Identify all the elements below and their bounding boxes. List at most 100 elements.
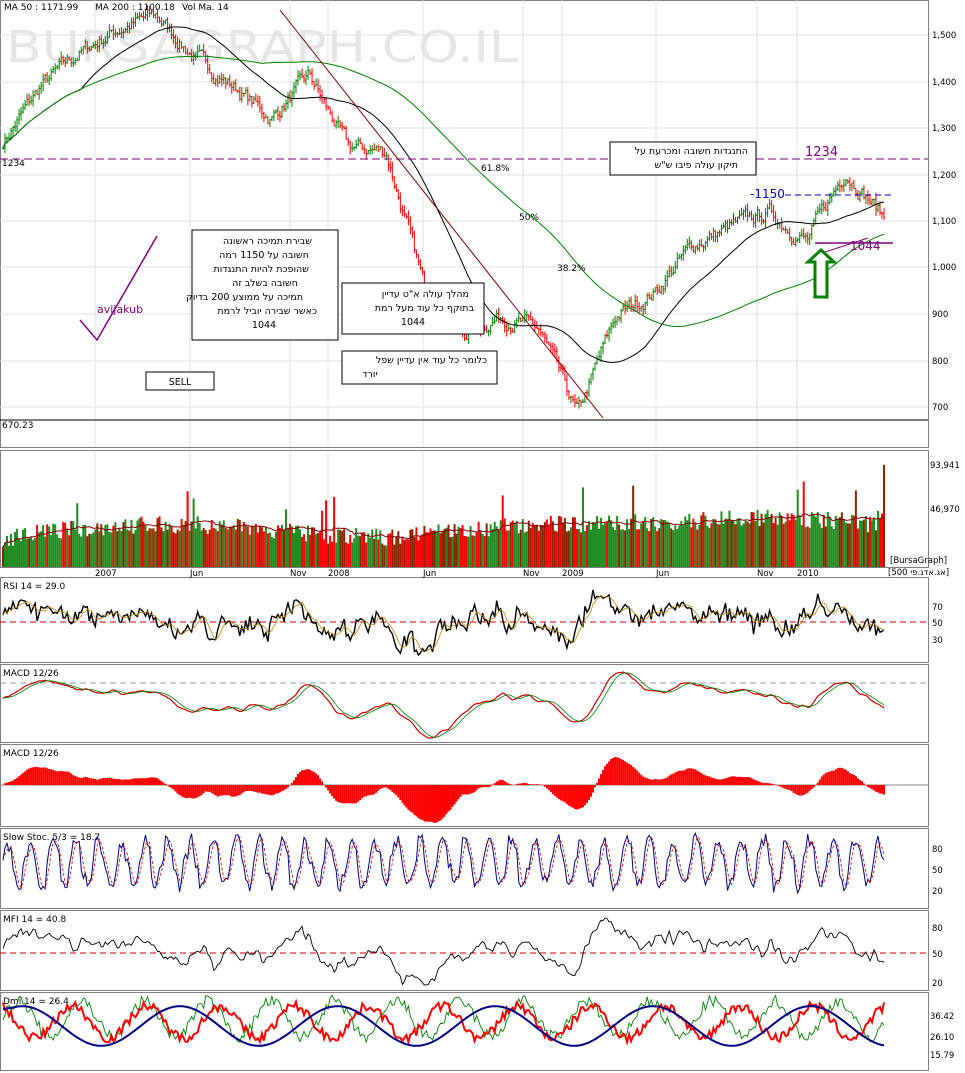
volume-bar <box>130 519 133 567</box>
macd-hist-bar <box>788 785 791 791</box>
price-bar <box>64 56 67 68</box>
volume-bar <box>262 531 265 567</box>
price-bar <box>397 189 400 201</box>
price-bar <box>660 285 663 295</box>
macd-hist-bar <box>299 771 302 785</box>
price-bar <box>373 143 376 151</box>
price-bar <box>794 236 797 247</box>
price-bar <box>592 367 595 381</box>
volume-bar <box>788 520 791 567</box>
volume-bar <box>174 533 177 567</box>
volume-bar <box>178 530 181 567</box>
price-bar <box>136 13 139 20</box>
volume-bar <box>541 525 544 567</box>
price-bar <box>44 73 47 83</box>
macd-hist-bar <box>509 784 512 785</box>
volume-bar <box>266 533 269 567</box>
volume-bar <box>491 529 494 567</box>
price-bar <box>732 212 735 226</box>
price-bar <box>204 50 207 64</box>
volume-bar <box>248 534 251 567</box>
volume-bar <box>254 523 257 567</box>
volume-bar <box>260 527 263 567</box>
price-bar <box>284 99 287 112</box>
note-line: יורד <box>362 369 377 380</box>
macd-hist-bar <box>706 776 709 785</box>
macd-hist-bar <box>507 783 510 785</box>
macd-hist-bar <box>800 785 803 796</box>
volume-bar <box>52 523 55 567</box>
macd-hist-bar <box>866 785 869 788</box>
macd-hist-bar <box>760 782 763 785</box>
volume-bar <box>6 535 9 567</box>
macd-hist-bar <box>68 772 71 785</box>
dmi-tick: 26.10 <box>930 1033 954 1043</box>
macd-hist-bar <box>596 782 599 785</box>
volume-bar <box>142 521 145 567</box>
volume-bar <box>505 530 508 567</box>
ma200-line <box>2 55 885 327</box>
macd-hist-bar <box>411 785 414 813</box>
volume-bar <box>569 527 572 567</box>
macd-hist-bar <box>551 785 554 795</box>
volume-bar <box>628 529 631 567</box>
volume-bar <box>740 525 743 567</box>
price-bar <box>616 316 619 326</box>
volume-bar <box>148 528 151 567</box>
macd-hist-bar <box>200 785 203 796</box>
volume-bar <box>82 525 85 567</box>
price-bar <box>573 393 576 408</box>
volume-bar <box>405 538 408 567</box>
price-bar <box>305 70 308 85</box>
volume-bar <box>878 518 881 567</box>
volume-bar <box>618 524 621 567</box>
volume-bar <box>461 525 464 567</box>
macd-hist-bar <box>864 785 867 786</box>
volume-bar <box>511 520 514 567</box>
volume-bar <box>465 536 468 567</box>
volume-bar <box>750 512 753 567</box>
volume-bar <box>204 530 207 567</box>
volume-bar <box>246 526 249 567</box>
macd-hist-bar <box>475 785 478 791</box>
price-bar <box>704 240 707 251</box>
note-line: 1044 <box>252 320 276 331</box>
price-bar <box>624 299 627 315</box>
macd-hist-bar <box>28 768 31 785</box>
macd-hist-bar <box>862 783 865 785</box>
macd-hist-bar <box>483 785 486 787</box>
note-box-support: שבירת תמיכה ראשונה חשובה על 1150 רמה שהו… <box>186 229 339 341</box>
volume-bar <box>700 515 703 567</box>
price-bar <box>411 226 414 239</box>
volume-bar <box>596 516 599 567</box>
fib-382: 38.2% <box>557 264 586 274</box>
price-bar <box>760 212 763 225</box>
price-bar <box>868 193 871 206</box>
volume-bar <box>152 528 155 567</box>
price-bar <box>84 39 87 50</box>
stoch-label: Slow Stoc. 5/3 = 18.7 <box>3 833 100 843</box>
macd-hist-bar <box>726 777 729 785</box>
price-bar <box>311 68 314 86</box>
price-bar <box>144 8 147 20</box>
price-bar <box>150 9 153 15</box>
macd-hist-bar <box>176 785 179 794</box>
volume-bar <box>864 516 867 567</box>
volume-bar <box>525 531 528 567</box>
price-bar <box>860 187 863 197</box>
macd-hist-bar <box>692 768 695 785</box>
price-bar <box>367 149 370 155</box>
price-bar <box>164 19 167 25</box>
macd-hist-bar <box>497 780 500 785</box>
macd-line <box>2 671 885 739</box>
macd-hist-bar <box>547 785 550 790</box>
macd-hist-bar <box>883 785 885 795</box>
volume-bar <box>294 526 297 567</box>
mfi-line <box>2 917 885 986</box>
macd-hist-bar <box>756 780 759 785</box>
macd-hist-bar <box>98 779 101 785</box>
volume-bar <box>212 528 215 567</box>
volume-bar <box>361 532 364 567</box>
sell-box: SELL <box>145 371 215 391</box>
volume-bar <box>567 530 570 567</box>
